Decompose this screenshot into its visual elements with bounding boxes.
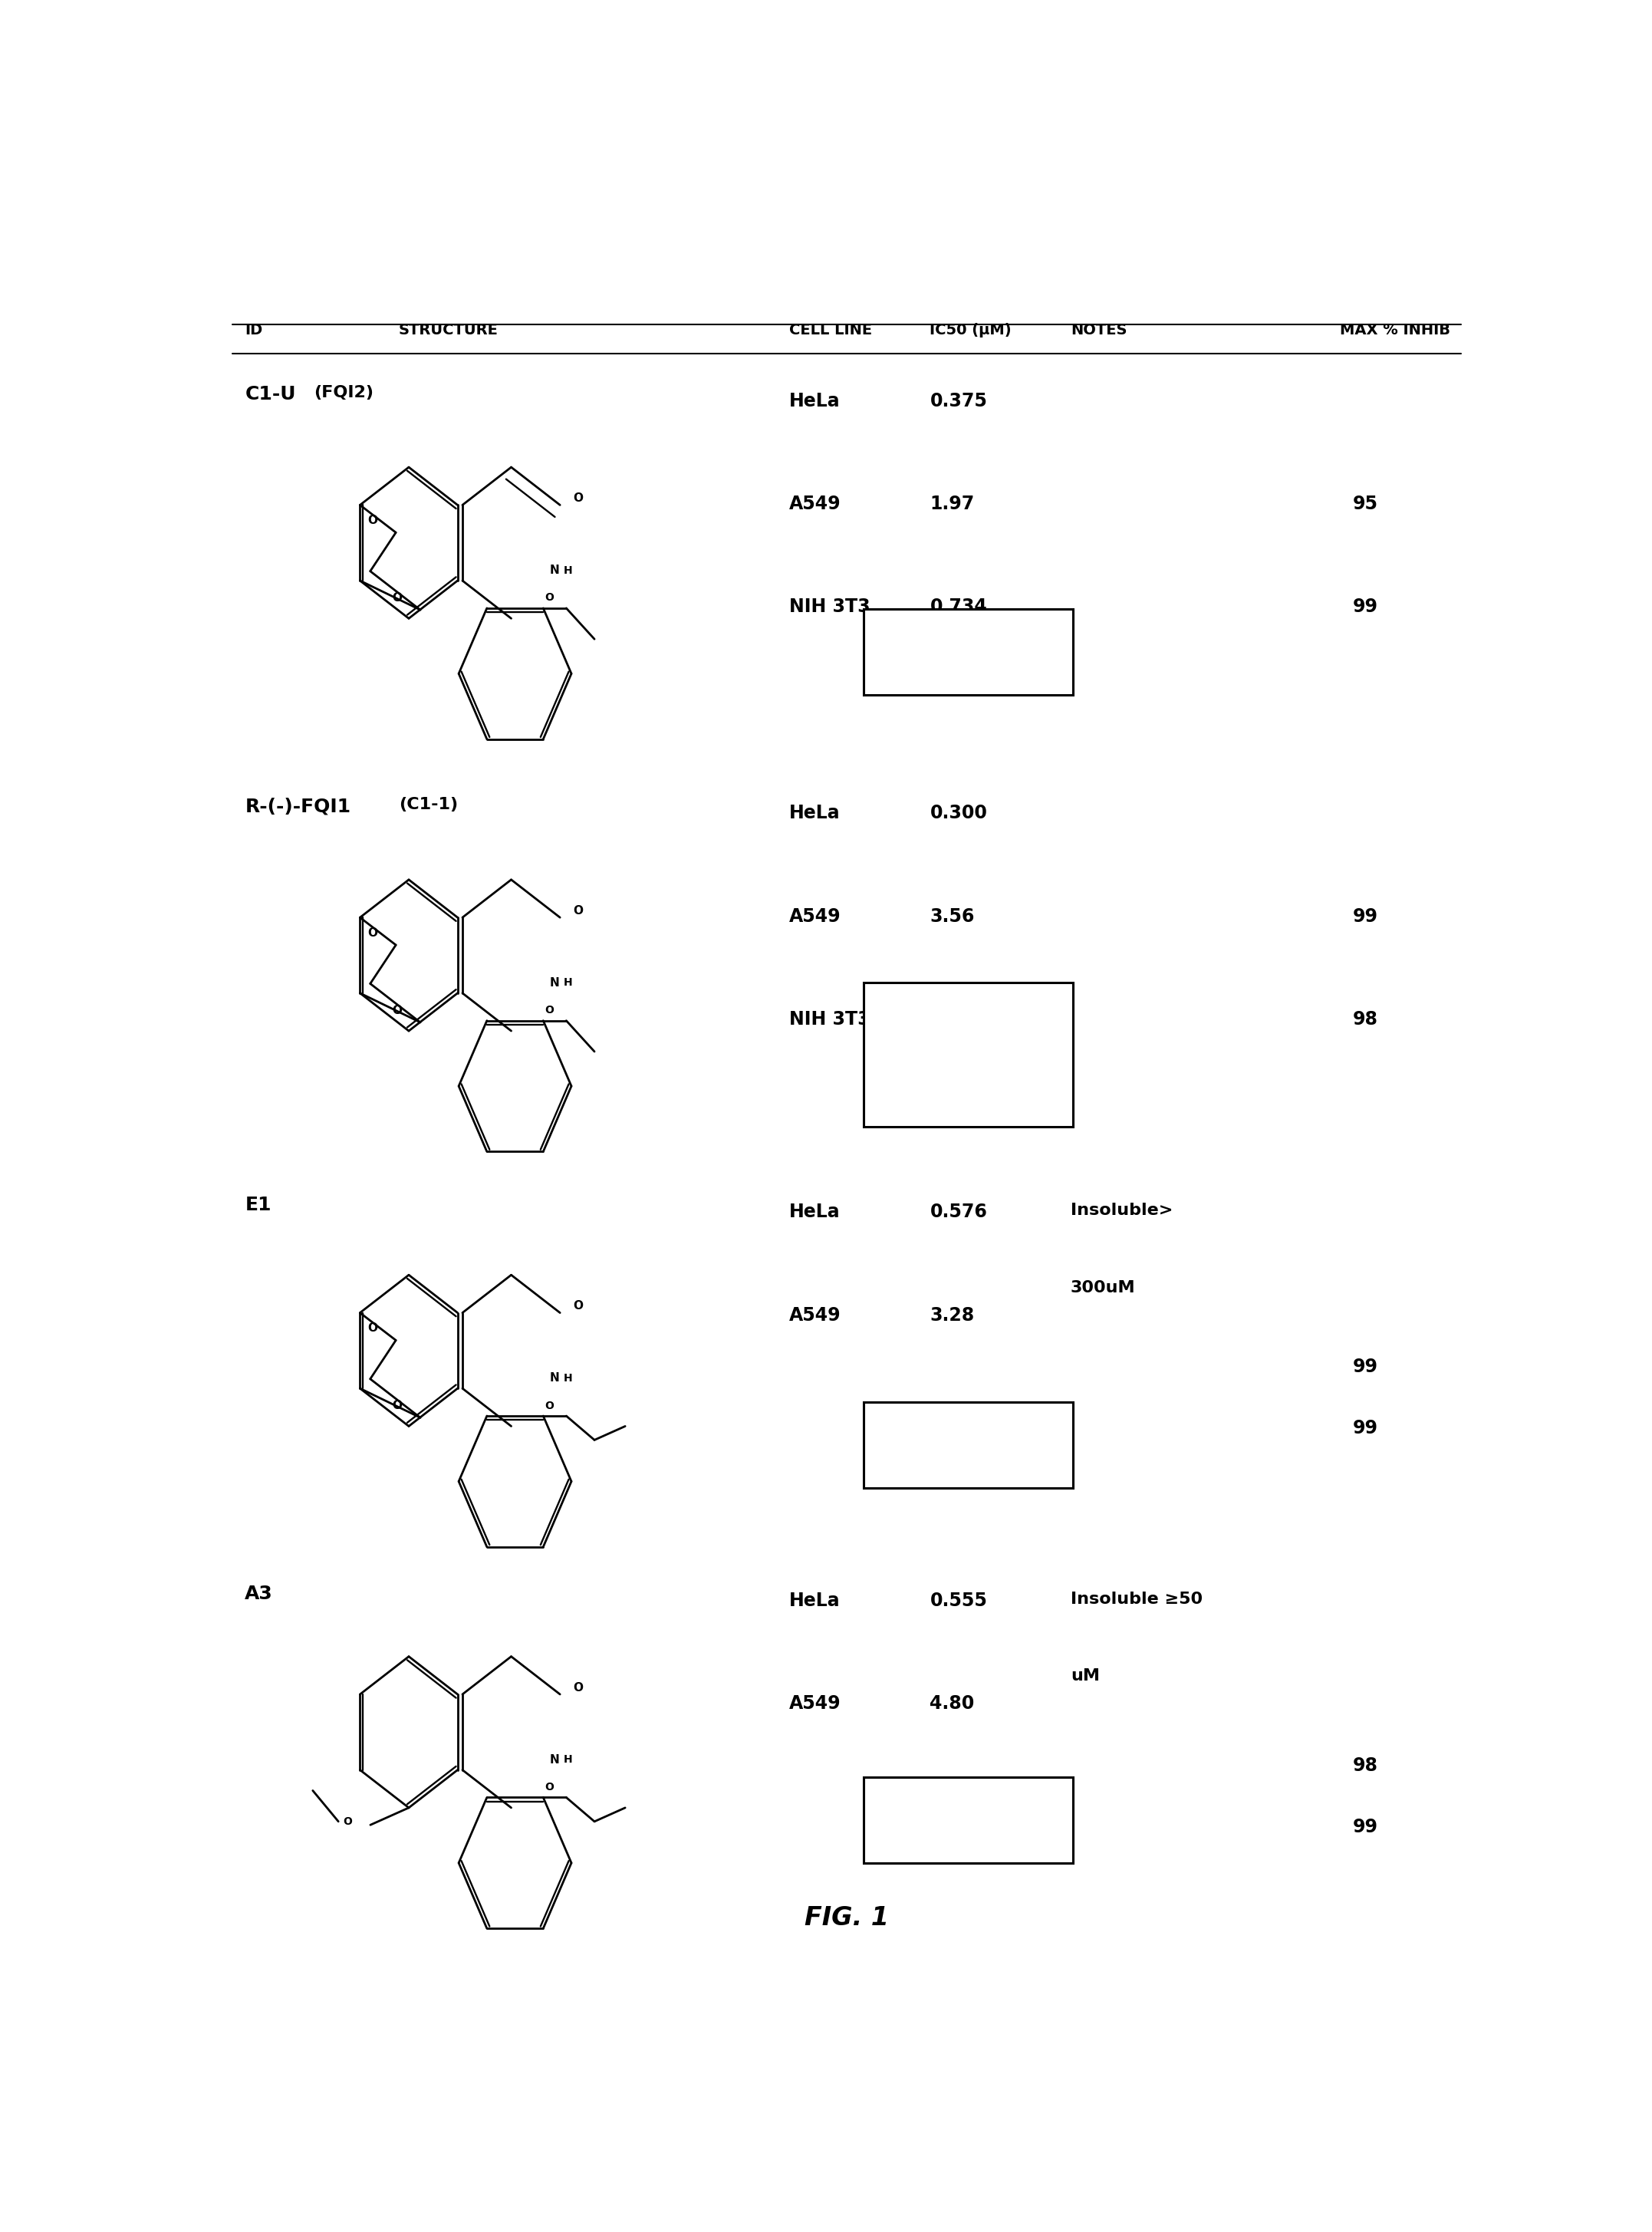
Text: 99: 99 <box>1353 598 1378 616</box>
Text: A549: A549 <box>790 906 841 926</box>
Text: R-(-)-FQI1: R-(-)-FQI1 <box>244 797 350 815</box>
Text: O: O <box>573 1681 583 1694</box>
Text: STRUCTURE: STRUCTURE <box>398 324 499 337</box>
Text: 3.56: 3.56 <box>930 906 975 926</box>
Text: O: O <box>573 1301 583 1312</box>
Text: (C1-1): (C1-1) <box>398 797 458 812</box>
Text: N: N <box>550 978 560 989</box>
Text: O: O <box>545 1004 553 1016</box>
Text: 0.734: 0.734 <box>930 598 988 616</box>
FancyBboxPatch shape <box>864 1402 1072 1489</box>
Text: Formula (V): Formula (V) <box>919 645 1018 658</box>
Text: HeLa: HeLa <box>790 391 841 411</box>
Text: O: O <box>545 591 553 603</box>
Text: E1: E1 <box>244 1196 271 1214</box>
Text: A549: A549 <box>790 1694 841 1712</box>
Text: 300uM: 300uM <box>1070 1281 1135 1295</box>
Text: 0.555: 0.555 <box>930 1591 988 1609</box>
Text: 98: 98 <box>1353 1757 1378 1774</box>
Text: NOTES: NOTES <box>1070 324 1127 337</box>
Text: H: H <box>563 1373 573 1384</box>
Text: O: O <box>368 926 378 940</box>
Text: 99: 99 <box>1353 1357 1378 1375</box>
Text: A549: A549 <box>790 1306 841 1324</box>
Text: O: O <box>368 516 378 527</box>
FancyBboxPatch shape <box>864 609 1072 694</box>
Text: NIH 3T3: NIH 3T3 <box>790 598 871 616</box>
Text: O: O <box>573 493 583 504</box>
Text: 1.97: 1.97 <box>930 496 975 513</box>
Text: H: H <box>563 1754 573 1766</box>
Text: O: O <box>392 1399 401 1411</box>
Text: HeLa: HeLa <box>790 1591 841 1609</box>
Text: NIH 3T3: NIH 3T3 <box>790 1011 871 1029</box>
Text: 95: 95 <box>1353 496 1378 513</box>
Text: (FQI2): (FQI2) <box>314 384 373 400</box>
Text: HeLa: HeLa <box>790 1203 841 1221</box>
Text: 0.300: 0.300 <box>930 804 988 821</box>
Text: Formula (IV): Formula (IV) <box>915 1031 1021 1047</box>
Text: 98: 98 <box>1353 1011 1378 1029</box>
Text: O: O <box>392 1004 401 1016</box>
Text: 4.80: 4.80 <box>930 1694 975 1712</box>
Text: C1-U: C1-U <box>244 384 296 404</box>
Text: A3: A3 <box>244 1585 273 1603</box>
Text: O: O <box>573 904 583 917</box>
Text: Insoluble ≥50: Insoluble ≥50 <box>1070 1591 1203 1607</box>
FancyBboxPatch shape <box>864 982 1072 1127</box>
Text: 3.28: 3.28 <box>930 1306 975 1324</box>
Text: ID: ID <box>244 324 263 337</box>
Text: MAX % INHIB: MAX % INHIB <box>1340 324 1450 337</box>
Text: O: O <box>368 1324 378 1335</box>
Text: 99: 99 <box>1353 1420 1378 1437</box>
Text: O: O <box>392 591 401 603</box>
Text: A549: A549 <box>790 496 841 513</box>
Text: IC50 (μM): IC50 (μM) <box>930 324 1011 337</box>
Text: 99: 99 <box>1353 906 1378 926</box>
Text: Insoluble>: Insoluble> <box>1070 1203 1173 1219</box>
Text: Formula (VII): Formula (VII) <box>914 1812 1023 1828</box>
Text: N: N <box>550 565 560 576</box>
Text: N: N <box>550 1754 560 1766</box>
Text: HeLa: HeLa <box>790 804 841 821</box>
Text: [S-configuration]: [S-configuration] <box>897 1069 1041 1085</box>
Text: 1.20: 1.20 <box>930 1011 975 1029</box>
FancyBboxPatch shape <box>864 1777 1072 1864</box>
Text: 99: 99 <box>1353 1819 1378 1837</box>
Text: H: H <box>563 565 573 576</box>
Text: FIG. 1: FIG. 1 <box>805 1906 889 1931</box>
Text: H: H <box>563 978 573 989</box>
Text: 0.576: 0.576 <box>930 1203 988 1221</box>
Text: O: O <box>545 1399 553 1411</box>
Text: uM: uM <box>1070 1670 1100 1683</box>
Text: O: O <box>545 1781 553 1792</box>
Text: Formula (VI): Formula (VI) <box>915 1437 1021 1453</box>
Text: O: O <box>342 1817 352 1826</box>
Text: N: N <box>550 1373 560 1384</box>
Text: CELL LINE: CELL LINE <box>790 324 872 337</box>
Text: 0.375: 0.375 <box>930 391 988 411</box>
